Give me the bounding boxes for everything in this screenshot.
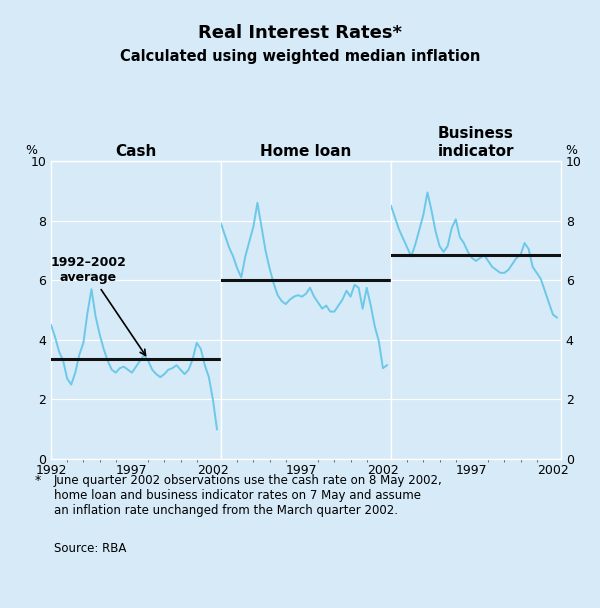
Title: Home loan: Home loan <box>260 143 352 159</box>
Text: Real Interest Rates*: Real Interest Rates* <box>198 24 402 43</box>
Text: Calculated using weighted median inflation: Calculated using weighted median inflati… <box>120 49 480 64</box>
Text: %: % <box>25 144 37 157</box>
Text: %: % <box>565 144 577 157</box>
Text: 1992–2002
average: 1992–2002 average <box>50 257 146 356</box>
Title: Business
indicator: Business indicator <box>438 126 514 159</box>
Title: Cash: Cash <box>115 143 157 159</box>
Text: Source: RBA: Source: RBA <box>54 542 127 555</box>
Text: June quarter 2002 observations use the cash rate on 8 May 2002,
home loan and bu: June quarter 2002 observations use the c… <box>54 474 443 517</box>
Text: *: * <box>35 474 41 487</box>
